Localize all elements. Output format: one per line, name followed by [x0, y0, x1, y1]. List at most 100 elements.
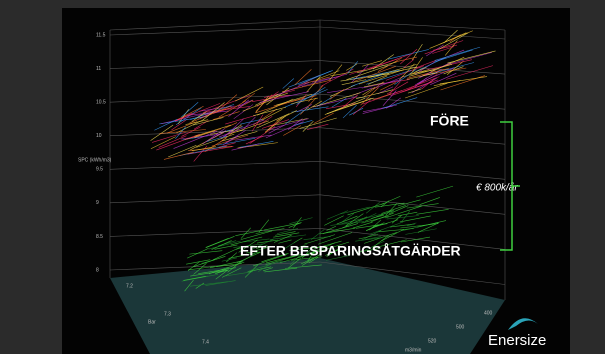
trace — [322, 223, 359, 234]
trace — [320, 79, 334, 87]
trace — [290, 256, 323, 261]
trace — [251, 114, 264, 132]
trace — [205, 280, 236, 286]
trace — [235, 86, 264, 102]
trace — [189, 281, 228, 287]
trace — [269, 234, 307, 240]
trace — [238, 239, 258, 253]
trace — [295, 244, 307, 249]
trace — [387, 49, 429, 60]
trace — [218, 142, 236, 148]
trace — [385, 65, 424, 81]
trace — [181, 102, 199, 118]
trace — [406, 222, 417, 227]
trace — [168, 144, 197, 158]
trace — [361, 230, 382, 241]
trace — [380, 82, 396, 91]
trace — [189, 250, 223, 255]
trace — [391, 215, 402, 224]
trace — [368, 75, 388, 85]
trace — [416, 185, 454, 198]
trace — [358, 69, 405, 85]
grid-line — [319, 26, 506, 40]
trace — [400, 79, 439, 93]
trace — [193, 262, 207, 275]
grid-line — [319, 60, 506, 75]
bar-axis-label: Bar — [148, 319, 156, 325]
flow-tick-label: 520 — [428, 338, 437, 344]
trace — [345, 213, 364, 227]
trace — [405, 228, 437, 235]
trace — [340, 94, 359, 109]
data-cloud — [150, 29, 496, 292]
trace — [370, 221, 404, 235]
grid-line — [319, 160, 506, 180]
trace — [212, 246, 241, 261]
trace — [327, 87, 363, 93]
trace — [258, 116, 273, 126]
trace — [236, 120, 269, 132]
grid-line — [109, 160, 321, 170]
trace — [193, 256, 226, 267]
floor — [110, 258, 505, 354]
grid-line — [109, 127, 321, 137]
trace — [336, 215, 358, 225]
trace — [282, 78, 295, 89]
trace — [394, 56, 418, 63]
trace — [258, 263, 271, 272]
trace — [279, 254, 309, 264]
trace — [369, 64, 417, 78]
trace — [432, 46, 455, 54]
saving-bracket — [500, 121, 520, 251]
trace — [415, 67, 455, 86]
trace — [363, 82, 385, 88]
trace — [261, 109, 283, 121]
trace — [360, 240, 385, 253]
trace — [304, 234, 336, 245]
trace — [249, 126, 276, 144]
trace — [346, 65, 389, 80]
trace — [174, 103, 221, 122]
y-tick-label: 9 — [96, 200, 99, 206]
trace — [306, 123, 329, 130]
trace — [382, 97, 418, 109]
trace — [236, 251, 261, 264]
flow-tick-label: 500 — [456, 324, 465, 330]
trace — [184, 128, 222, 141]
after-label: EFTER BESPARINGSÅTGÄRDER — [240, 243, 461, 259]
logo-mark — [508, 318, 538, 330]
logo: Enersize — [488, 332, 546, 349]
trace — [350, 69, 400, 80]
trace — [381, 195, 401, 205]
y-axis-label: SPC (kWh/m3) — [78, 157, 112, 163]
trace — [179, 145, 227, 156]
trace — [256, 244, 268, 249]
trace — [187, 261, 200, 271]
trace — [225, 115, 256, 125]
trace — [385, 203, 398, 216]
trace — [360, 87, 379, 106]
trace — [329, 89, 345, 100]
trace — [292, 217, 302, 229]
trace — [329, 84, 356, 97]
trace — [254, 93, 279, 106]
trace — [381, 205, 406, 214]
trace — [312, 75, 341, 83]
trace — [233, 243, 263, 248]
trace — [358, 234, 379, 240]
trace — [189, 105, 232, 124]
trace — [390, 81, 433, 97]
trace — [406, 203, 439, 209]
trace — [268, 124, 286, 134]
trace — [294, 120, 313, 126]
trace — [386, 81, 409, 95]
trace — [287, 118, 303, 130]
trace — [230, 236, 263, 246]
trace — [446, 65, 493, 80]
trace — [253, 253, 288, 267]
trace — [190, 104, 235, 120]
trace — [255, 228, 285, 234]
trace — [303, 236, 331, 241]
trace — [406, 72, 438, 80]
trace — [228, 251, 260, 259]
